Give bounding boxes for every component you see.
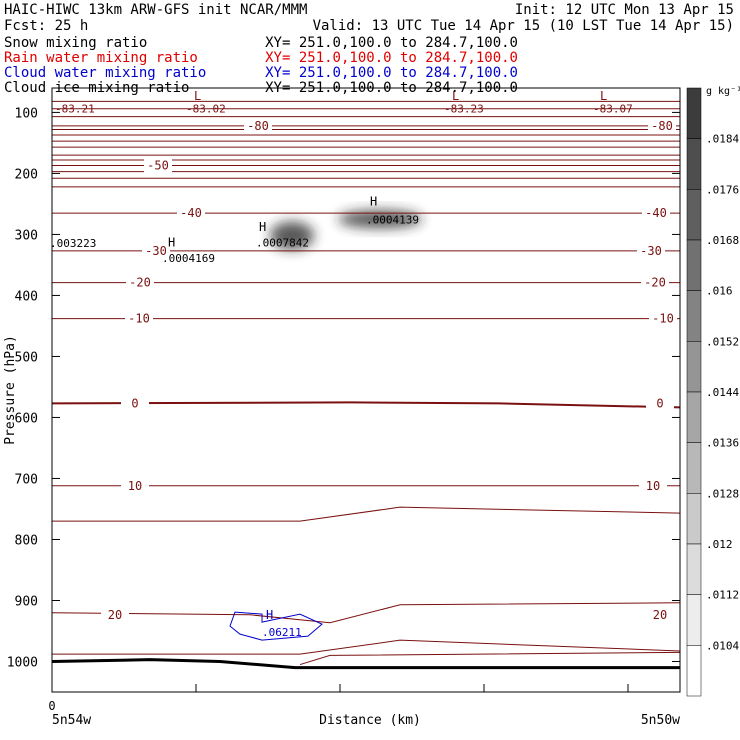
y-tick-label: 1000 [7,655,38,670]
isotherm-label: 0 [656,396,663,410]
extremum-marker: L [0,0,7,3]
y-tick-label: 500 [15,350,38,365]
colorbar-tick-label: .012 [706,538,733,551]
isotherm-line [51,401,681,409]
isotherm-label: -50 [147,158,169,172]
colorbar-swatch [686,189,702,241]
y-tick-label: 200 [15,167,38,182]
cloud-water-contour [229,611,323,641]
colorbar-swatch [686,138,702,190]
colorbar-swatch [686,594,702,646]
colorbar-swatch [686,290,702,342]
field-xy: XY= 251.0,100.0 to 284.7,100.0 [265,35,518,51]
field-label: Cloud water mixing ratio [4,65,206,81]
field-label: Rain water mixing ratio [4,50,198,66]
isotherm-line [52,639,681,655]
header-title: HAIC-HIWC 13km ARW-GFS init NCAR/MMM [4,2,307,18]
extremum-marker: H [266,608,273,622]
chart-header: HAIC-HIWC 13km ARW-GFS init NCAR/MMMFcst… [4,2,734,96]
colorbar-swatch [686,543,702,595]
extremum-value: -83.21 [55,102,95,115]
extremum-value: -83.02 [186,102,226,115]
colorbar-tick-label: .0184 [706,133,739,146]
colorbar-tick-label: .0152 [706,335,739,348]
isotherm-label: -80 [651,119,673,133]
isotherm-label: -10 [652,312,674,326]
cloud-ice-blob [338,210,422,229]
header-forecast: Fcst: 25 h [4,18,88,34]
x-tick-label: 5n50w [641,713,680,728]
plot-frame [51,87,681,693]
header-init: Init: 12 UTC Mon 13 Apr 15 [515,2,734,18]
isotherm-label: -30 [640,244,662,258]
extremum-marker: L [194,89,201,103]
extremum-value: -83.07 [593,102,633,115]
field-xy: XY= 251.0,100.0 to 284.7,100.0 [265,65,518,81]
extremum-marker: H [259,220,266,234]
y-tick-label: 600 [15,411,38,426]
header-valid: Valid: 13 UTC Tue 14 Apr 15 (10 LST Tue … [313,18,734,34]
colorbar-tick-label: .0136 [706,437,739,450]
plot-area: -80 -80 -50 -40 -40 -30 -30 -20 -20 -10 -10 0 0 10 10 2… [0,0,681,728]
x-tick-label: 5n54w [52,713,91,728]
isotherm-label: 20 [653,608,667,622]
x-axis-label: Distance (km) [319,713,421,728]
y-axis-label: Pressure (hPa) [3,335,18,445]
isotherm-label: -40 [645,206,667,220]
isotherm-line [51,602,681,624]
extremum-value: .0004139 [366,213,419,226]
isotherm-label: 10 [128,479,142,493]
y-tick-label: 800 [15,533,38,548]
extremum-value: -83.23 [444,102,484,115]
isotherm-label: -10 [128,312,150,326]
isotherm-label: 10 [646,479,660,493]
isotherm-line [299,651,681,666]
colorbar-unit: g kg⁻¹ [706,86,740,97]
extremum-marker: H [168,236,175,250]
colorbar-tick-label: .0176 [706,183,739,196]
colorbar-swatch [686,493,702,545]
cloud-ice-blob [270,221,314,250]
colorbar-swatch [686,87,702,139]
colorbar-tick-label: .0144 [706,386,739,399]
colorbar: .0184 .0176 .0168 .016 .0152 .0144 .0136 .0128.… [686,86,740,697]
surface-line [51,658,680,670]
colorbar-tick-label: .016 [706,285,733,298]
y-tick-label: 300 [15,228,38,243]
extremum-value: .0004169 [162,252,215,265]
y-tick-label: 700 [15,472,38,487]
colorbar-swatch [686,645,702,697]
colorbar-swatch [686,341,702,393]
isotherm-line [52,506,681,522]
isotherm-label: -40 [180,206,202,220]
field-label: Snow mixing ratio [4,35,147,51]
isotherm-label: -80 [247,119,269,133]
colorbar-tick-label: .0168 [706,234,739,247]
isotherm-label: 0 [131,396,138,410]
y-tick-label: 900 [15,594,38,609]
colorbar-tick-label: .0104 [706,639,739,652]
colorbar-tick-label: .0112 [706,589,739,602]
colorbar-tick-label: .0128 [706,487,739,500]
extremum-value: .0007842 [256,237,309,250]
extremum-value: .06211 [262,626,302,639]
extremum-marker: H [370,195,377,209]
y-tick-label: 100 [15,106,38,121]
isotherm-label: -20 [129,276,151,290]
field-xy: XY= 251.0,100.0 to 284.7,100.0 [265,50,518,66]
x-tick-label: 0 [48,699,55,713]
colorbar-swatch [686,391,702,443]
colorbar-swatch [686,442,702,494]
isotherm-label: -20 [644,276,666,290]
isotherm-label: -30 [145,244,167,258]
isotherm-label: 20 [108,608,122,622]
extremum-marker: L [452,89,459,103]
extremum-marker: L [600,89,607,103]
y-tick-label: 400 [15,289,38,304]
extremum-value: .003223 [50,237,96,250]
colorbar-swatch [686,239,702,291]
